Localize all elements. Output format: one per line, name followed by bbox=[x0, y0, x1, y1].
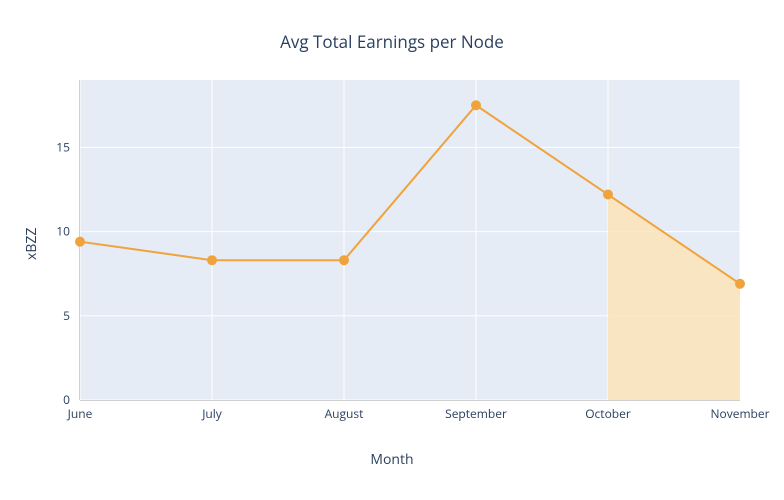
y-tick-label: 10 bbox=[56, 223, 70, 240]
chart-svg: 051015JuneJulyAugustSeptemberOctoberNove… bbox=[0, 0, 784, 500]
x-tick-label: June bbox=[67, 405, 93, 422]
data-marker[interactable] bbox=[471, 100, 481, 110]
data-marker[interactable] bbox=[735, 279, 745, 289]
chart-container: Avg Total Earnings per Node xBZZ Month 0… bbox=[0, 0, 784, 500]
x-tick-label: July bbox=[201, 405, 223, 422]
y-tick-label: 15 bbox=[56, 138, 70, 155]
x-tick-label: September bbox=[445, 405, 507, 422]
x-tick-label: August bbox=[325, 405, 364, 422]
x-tick-label: October bbox=[585, 405, 631, 422]
y-tick-label: 5 bbox=[63, 307, 70, 324]
data-marker[interactable] bbox=[75, 237, 85, 247]
data-marker[interactable] bbox=[603, 190, 613, 200]
x-tick-label: November bbox=[710, 405, 769, 422]
data-marker[interactable] bbox=[339, 255, 349, 265]
data-marker[interactable] bbox=[207, 255, 217, 265]
